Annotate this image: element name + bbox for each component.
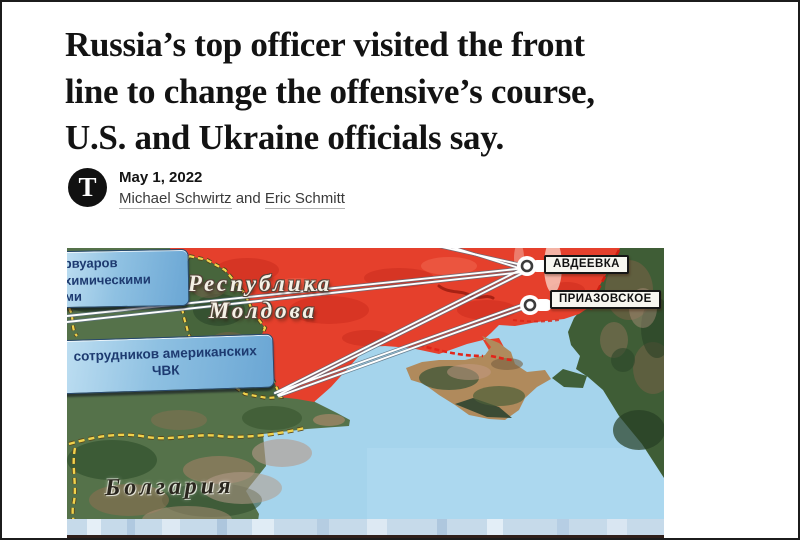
headline-line-2: line to change the offensive’s course, [65,71,595,111]
headline-line-1: Russia’s top officer visited the front [65,25,585,64]
target-marker-priazovskoe [520,295,552,315]
red-zone [170,248,620,402]
author-connector: and [231,190,265,207]
author-links: Michael Schwirtz and Eric Schmitt [119,190,345,209]
sea-glare [367,448,664,528]
left-landmass [67,248,350,538]
author-link-1[interactable]: Michael Schwirtz [119,190,232,209]
author-link-2[interactable]: Eric Schmitt [264,190,345,209]
map-infobox-chemical: рвуаров химическими ми [67,248,190,309]
trajectory-lines [67,248,532,398]
headline-line-3: U.S. and Ukraine officials say. [65,118,504,157]
taman-peninsula [552,369,587,388]
map-callout-avdeevka: АВДЕЕВКА [544,255,629,274]
publish-date: May 1, 2022 [119,169,203,186]
page-title: Russia’s top officer visited the front l… [65,22,595,162]
map-callout-priazovskoe: ПРИАЗОВСКОЕ [550,290,661,309]
infobox1-line3: ми [67,288,83,305]
map-label-bulgaria: Болгария [104,472,235,502]
nyt-logo-icon: T [68,168,107,207]
article-image-map: Республика Молдова Болгария рвуаров хими… [67,248,664,538]
map-infobox-pmc: сотрудников американских ЧВК [67,333,275,395]
crimea-peninsula [406,336,551,420]
bottom-bands [67,519,664,538]
nyt-logo-glyph: T [78,172,97,202]
